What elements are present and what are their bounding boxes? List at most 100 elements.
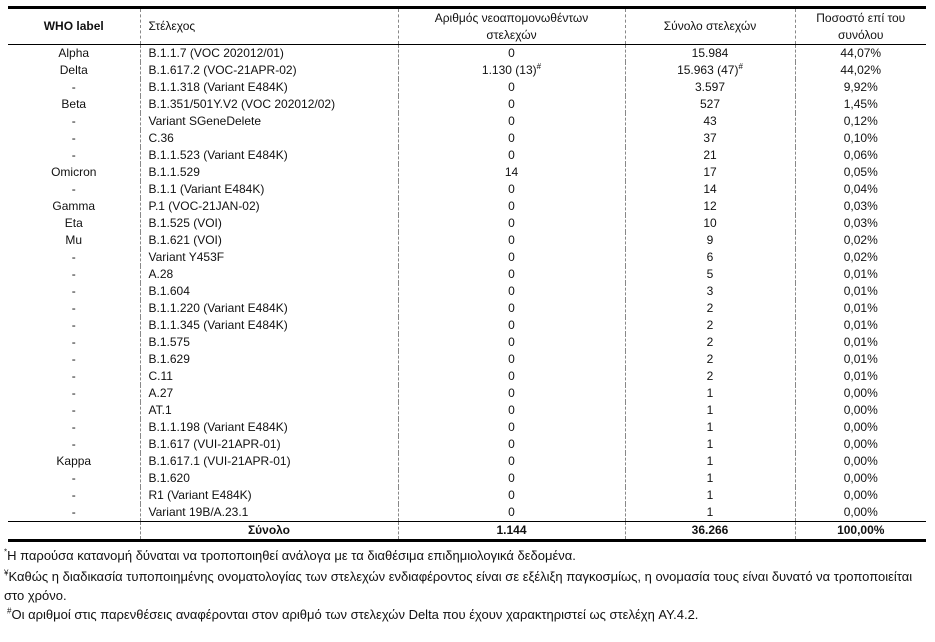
table-row: Alpha B.1.1.7 (VOC 202012/01) 0 15.984 44,07… (8, 44, 926, 62)
percentage-cell: 0,01% (794, 334, 926, 351)
table-row: - B.1.1 (Variant E484K) 0 14 0,04% (8, 181, 926, 198)
strain-cell: B.1.1.345 (Variant E484K) (139, 317, 398, 334)
table-row: - B.1.1.318 (Variant E484K) 0 3.597 9,92% (8, 79, 926, 96)
table-row: - B.1.617 (VUI-21APR-01) 0 1 0,00% (8, 436, 926, 453)
who-label-cell: - (71, 471, 76, 485)
percentage-cell: 0,00% (794, 419, 926, 436)
percentage-cell: 0,02% (794, 249, 926, 266)
who-label-cell: - (71, 420, 76, 434)
who-label-cell: - (71, 284, 76, 298)
strain-cell: B.1.351/501Y.V2 (VOC 202012/02) (139, 96, 398, 113)
who-label-cell: - (71, 505, 76, 519)
who-label-cell: Gamma (52, 199, 96, 213)
percentage-cell: 0,00% (794, 402, 926, 419)
table-row: - B.1.604 0 3 0,01% (8, 283, 926, 300)
new-isolates-cell: 0 (397, 96, 625, 113)
total-strains-cell: 1 (624, 419, 795, 436)
total-strains-cell: 15.984 (624, 44, 795, 62)
percentage-cell: 44,02% (794, 62, 926, 79)
total-strains-cell: 1 (624, 402, 795, 419)
who-label-cell: - (71, 335, 76, 349)
strain-cell: Variant Y453F (139, 249, 398, 266)
new-isolates-cell: 0 (397, 198, 625, 215)
strain-cell: A.28 (139, 266, 398, 283)
total-strains-cell: 14 (624, 181, 795, 198)
footnotes: *Η παρούσα κατανομή δύναται να τροποποιη… (4, 546, 929, 624)
percentage-cell: 0,01% (794, 283, 926, 300)
percentage-cell: 1,45% (794, 96, 926, 113)
percentage-cell: 0,02% (794, 232, 926, 249)
strain-cell: B.1.575 (139, 334, 398, 351)
total-row: Σύνολο 1.144 36.266 100,00% (8, 521, 926, 542)
table-row: - A.28 0 5 0,01% (8, 266, 926, 283)
table-row: - R1 (Variant E484K) 0 1 0,00% (8, 487, 926, 504)
total-strains-cell: 1 (624, 487, 795, 504)
total-strains-cell: 2 (624, 351, 795, 368)
table-row: Delta B.1.617.2 (VOC-21APR-02) 1.130 (13)#… (8, 62, 926, 79)
variants-table: WHO label Στέλεχος Αριθμός νεοαπομονωθέν… (8, 6, 926, 542)
strain-cell: B.1.1.220 (Variant E484K) (139, 300, 398, 317)
who-label-cell: - (71, 318, 76, 332)
strain-cell: B.1.604 (139, 283, 398, 300)
total-empty-cell (8, 521, 140, 542)
header-new-isolates: Αριθμός νεοαπομονωθέντων στελεχών (397, 6, 625, 45)
table-row: - B.1.629 0 2 0,01% (8, 351, 926, 368)
who-label-cell: - (71, 114, 76, 128)
header-strain: Στέλεχος (139, 6, 398, 45)
percentage-cell: 0,03% (794, 215, 926, 232)
new-isolates-cell: 0 (397, 300, 625, 317)
header-percentage: Ποσοστό επί του συνόλου (794, 6, 926, 45)
strain-cell: B.1.617.2 (VOC-21APR-02) (139, 62, 398, 79)
percentage-cell: 0,01% (794, 351, 926, 368)
percentage-cell: 0,06% (794, 147, 926, 164)
total-strains-cell: 37 (624, 130, 795, 147)
total-strains-cell: 12 (624, 198, 795, 215)
new-isolates-cell: 0 (397, 283, 625, 300)
total-strains-cell: 1 (624, 385, 795, 402)
total-strains-cell: 43 (624, 113, 795, 130)
strain-cell: B.1.629 (139, 351, 398, 368)
percentage-cell: 0,01% (794, 300, 926, 317)
who-label-cell: Alpha (58, 46, 90, 60)
who-label-cell: - (71, 131, 76, 145)
table-row: Beta B.1.351/501Y.V2 (VOC 202012/02) 0 527 1… (8, 96, 926, 113)
strain-cell: B.1.617 (VUI-21APR-01) (139, 436, 398, 453)
who-label-cell: - (71, 352, 76, 366)
total-strains-cell: 1 (624, 504, 795, 522)
total-label: Σύνολο (139, 521, 398, 542)
who-label-cell: - (71, 403, 76, 417)
total-strains-cell: 5 (624, 266, 795, 283)
table-row: - B.1.1.198 (Variant E484K) 0 1 0,00% (8, 419, 926, 436)
variants-table-container: WHO label Στέλεχος Αριθμός νεοαπομονωθέν… (4, 6, 926, 624)
strain-cell: B.1.1 (Variant E484K) (139, 181, 398, 198)
table-row: - Variant 19B/A.23.1 0 1 0,00% (8, 504, 926, 522)
percentage-cell: 0,00% (794, 453, 926, 470)
footnote-1: *Η παρούσα κατανομή δύναται να τροποποιη… (4, 547, 576, 563)
percentage-cell: 44,07% (794, 44, 926, 62)
percentage-cell: 0,00% (794, 470, 926, 487)
percentage-cell: 0,00% (794, 385, 926, 402)
total-strains-cell: 1 (624, 470, 795, 487)
percentage-cell: 0,01% (794, 368, 926, 385)
strain-cell: A.27 (139, 385, 398, 402)
total-strains-cell: 2 (624, 334, 795, 351)
strain-cell: P.1 (VOC-21JAN-02) (139, 198, 398, 215)
strain-cell: B.1.621 (VOI) (139, 232, 398, 249)
footnote-3: #Οι αριθμοί στις παρενθέσεις αναφέρονται… (7, 606, 699, 622)
total-strains-cell: 527 (624, 96, 795, 113)
total-strains-cell: 17 (624, 164, 795, 181)
total-strains-cell: 2 (624, 317, 795, 334)
total-strains-cell: 1 (624, 436, 795, 453)
total-strains-cell: 6 (624, 249, 795, 266)
strain-cell: B.1.620 (139, 470, 398, 487)
strain-cell: B.1.1.318 (Variant E484K) (139, 79, 398, 96)
strain-cell: B.1.617.1 (VUI-21APR-01) (139, 453, 398, 470)
table-row: - AT.1 0 1 0,00% (8, 402, 926, 419)
table-row: Eta B.1.525 (VOI) 0 10 0,03% (8, 215, 926, 232)
new-isolates-cell: 0 (397, 44, 625, 62)
who-label-cell: - (71, 301, 76, 315)
new-isolates-cell: 0 (397, 113, 625, 130)
strain-cell: B.1.1.7 (VOC 202012/01) (139, 44, 398, 62)
who-label-cell: Beta (61, 97, 87, 111)
table-row: - B.1.575 0 2 0,01% (8, 334, 926, 351)
